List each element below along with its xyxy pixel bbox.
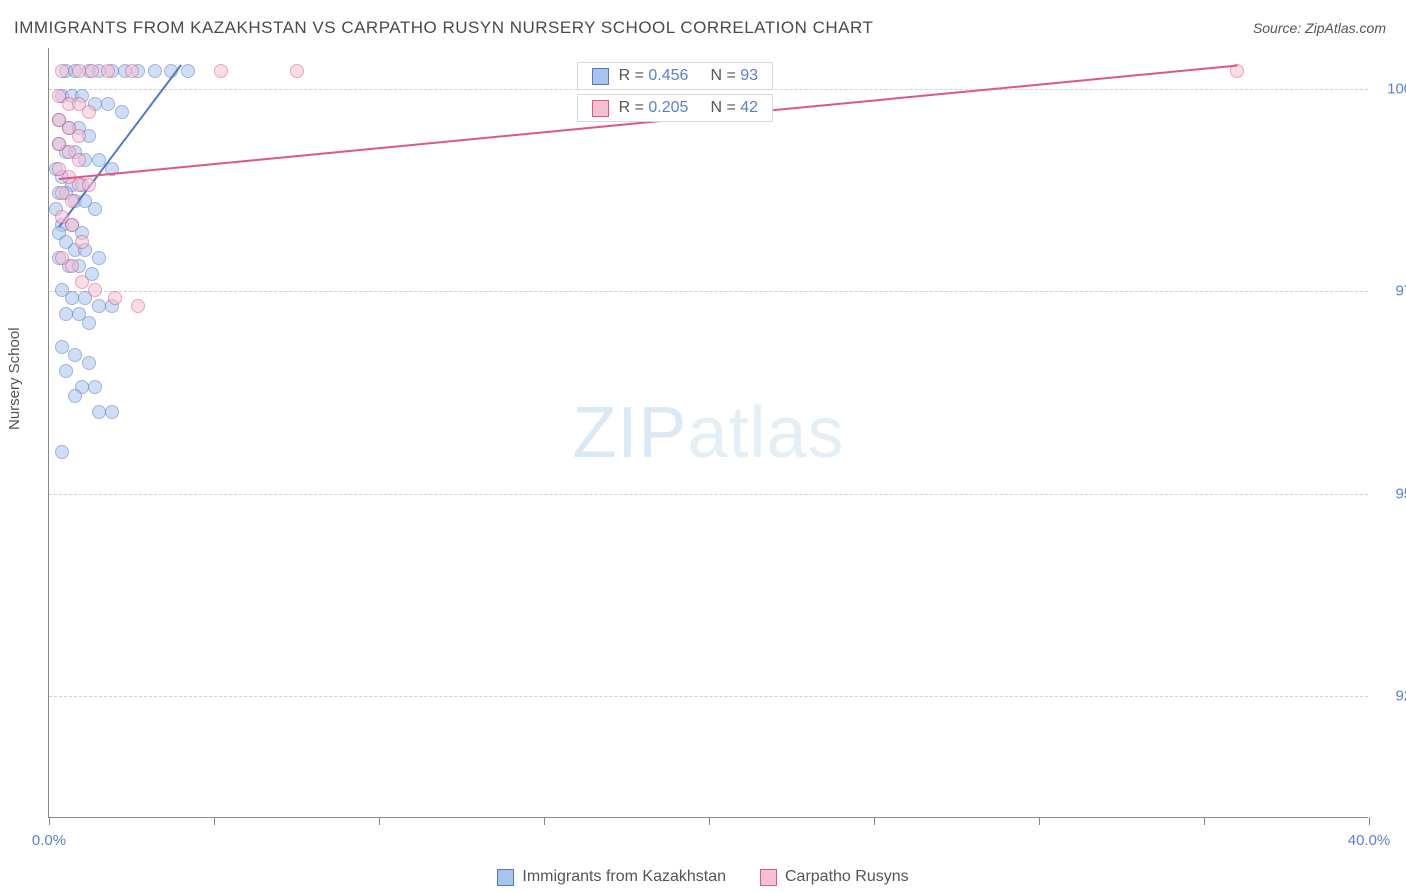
stat-n-label: N = 93 [710,67,758,85]
scatter-point [55,340,69,354]
scatter-point [68,348,82,362]
x-tick [709,817,710,825]
scatter-point [105,405,119,419]
scatter-point [85,64,99,78]
legend-swatch-icon [497,869,514,886]
legend-swatch-icon [760,869,777,886]
stats-box: R = 0.205 N = 42 [577,94,773,122]
legend-label: Carpatho Rusyns [785,868,909,886]
gridline [49,291,1368,292]
watermark: ZIPatlas [572,392,844,474]
scatter-point [101,64,115,78]
scatter-point [88,202,102,216]
legend-item-kazakhstan: Immigrants from Kazakhstan [497,868,726,886]
source-attribution: Source: ZipAtlas.com [1253,20,1386,36]
y-tick-label: 95.0% [1378,485,1406,502]
scatter-point [65,194,79,208]
stats-swatch-icon [592,100,609,117]
scatter-point [82,356,96,370]
scatter-point [290,64,304,78]
stats-box: R = 0.456 N = 93 [577,62,773,90]
legend-item-carpatho: Carpatho Rusyns [760,868,909,886]
scatter-point [55,64,69,78]
scatter-point [92,405,106,419]
scatter-point [72,129,86,143]
scatter-point [101,97,115,111]
stat-r-label: R = 0.456 [619,67,689,85]
scatter-point [55,445,69,459]
x-tick-label: 40.0% [1348,832,1391,849]
y-axis-label: Nursery School [6,327,23,430]
stat-r-label: R = 0.205 [619,99,689,117]
y-tick-label: 92.5% [1378,688,1406,705]
x-tick [1204,817,1205,825]
scatter-point [92,251,106,265]
scatter-point [72,153,86,167]
watermark-bold: ZIP [572,393,687,473]
plot-area: ZIPatlas 92.5%95.0%97.5%100.0%0.0%40.0%R… [48,48,1368,818]
x-tick [544,817,545,825]
scatter-point [59,364,73,378]
scatter-point [115,105,129,119]
scatter-point [92,299,106,313]
scatter-point [59,307,73,321]
y-tick-label: 97.5% [1378,283,1406,300]
scatter-point [88,380,102,394]
x-tick [214,817,215,825]
scatter-point [82,105,96,119]
scatter-point [148,64,162,78]
scatter-point [65,259,79,273]
scatter-point [72,64,86,78]
x-tick [49,817,50,825]
scatter-point [181,64,195,78]
scatter-point [131,299,145,313]
x-tick [1369,817,1370,825]
scatter-point [68,389,82,403]
x-tick-label: 0.0% [32,832,66,849]
stat-n-label: N = 42 [710,99,758,117]
scatter-point [82,178,96,192]
legend: Immigrants from Kazakhstan Carpatho Rusy… [0,868,1406,886]
scatter-point [75,235,89,249]
stats-swatch-icon [592,68,609,85]
chart-title: IMMIGRANTS FROM KAZAKHSTAN VS CARPATHO R… [14,18,873,38]
watermark-thin: atlas [687,393,844,473]
scatter-point [125,64,139,78]
gridline [49,696,1368,697]
scatter-point [75,275,89,289]
scatter-point [88,283,102,297]
scatter-point [65,218,79,232]
x-tick [1039,817,1040,825]
gridline [49,494,1368,495]
scatter-point [108,291,122,305]
y-tick-label: 100.0% [1378,80,1406,97]
x-tick [379,817,380,825]
scatter-point [82,316,96,330]
x-tick [874,817,875,825]
scatter-point [214,64,228,78]
scatter-point [65,291,79,305]
legend-label: Immigrants from Kazakhstan [522,868,726,886]
